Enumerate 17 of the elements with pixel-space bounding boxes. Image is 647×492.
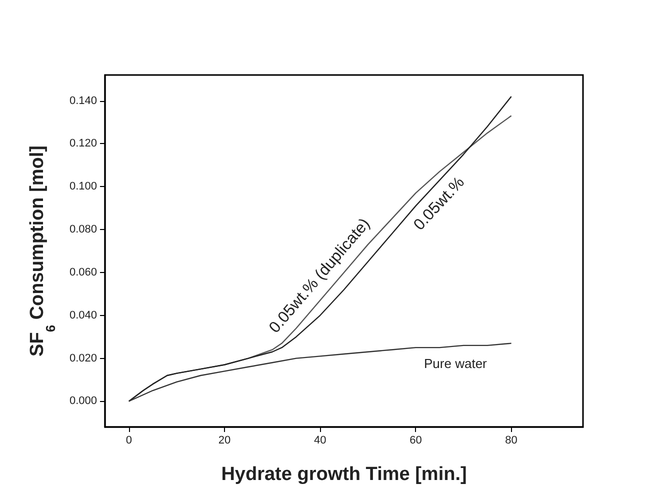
- line-series: [128, 342, 512, 402]
- y-tick-label: 0.080: [69, 224, 97, 236]
- x-tick-label: 60: [410, 434, 422, 446]
- y-tick-label: 0.000: [69, 395, 97, 408]
- y-tick-label: 0.120: [69, 138, 97, 150]
- y-axis-title: SF6 Consumption [mol]: [27, 146, 58, 356]
- y-tick-label: 0.040: [69, 309, 97, 322]
- x-tick-label: 20: [218, 434, 231, 446]
- y-tick-label: 0.140: [69, 94, 97, 107]
- x-tick-label: 40: [314, 434, 326, 446]
- x-axis-title: Hydrate growth Time [min.]: [221, 464, 467, 485]
- series-label: Pure water: [424, 356, 488, 371]
- y-tick-label: 0.020: [69, 352, 97, 364]
- x-tick-label: 80: [505, 434, 518, 446]
- y-tick-label: 0.100: [69, 180, 97, 193]
- y-tick-label: 0.060: [69, 266, 97, 278]
- x-tick-label: 0: [126, 434, 132, 446]
